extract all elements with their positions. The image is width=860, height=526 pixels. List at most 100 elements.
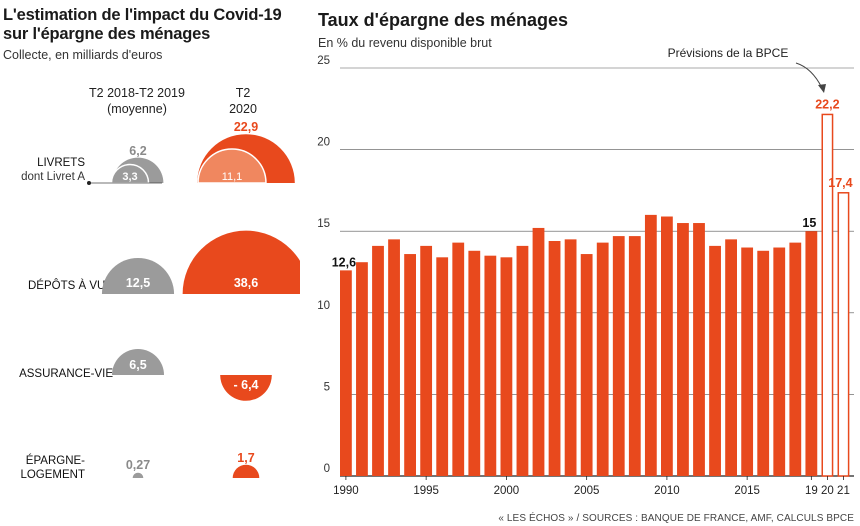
bar-1999 [484,255,497,476]
label-livrets-prev: 6,2 [129,144,146,158]
bar-1997 [452,242,465,476]
bar-2001 [516,245,529,476]
xtick-layer: 1990 1995 2000 2005 2010 2015 19 20 21 [333,476,850,497]
data-label-2020: 22,2 [815,98,839,112]
semicircle-chart: 6,2 3,3 22,9 11,1 12,5 38,6 6,5 - 6,4 0,… [87,120,300,478]
bar-forecast-2020 [821,113,834,477]
bar-2018 [789,242,802,476]
ytick-label-20: 20 [317,137,330,149]
bar-2016 [757,250,770,476]
bar-1993 [388,239,400,476]
semicircle-labels: 6,2 3,3 22,9 11,1 12,5 38,6 6,5 - 6,4 0,… [122,120,258,472]
bar-2005 [580,254,593,476]
ytick-layer: 0 5 10 15 20 25 [317,55,330,475]
bar-2000 [500,257,513,476]
semicircle-depots-2020 [182,230,300,294]
label-livreta-2020: 11,1 [222,171,243,183]
xtick-label-2000: 2000 [494,485,520,497]
label-assurance-2020: - 6,4 [233,378,258,392]
bar-1996 [436,257,449,476]
semicircle-epargne-2020 [232,464,260,478]
semicircle-depots-prev [101,257,175,294]
footer-sources: « LES ÉCHOS » / SOURCES : BANQUE DE FRAN… [498,513,854,524]
xtick-label-2015: 2015 [734,485,760,497]
bar-2013 [709,245,721,476]
label-epargne-prev: 0,27 [126,458,150,472]
xtick-label-2019: 19 [805,485,818,497]
ytick-label-25: 25 [317,55,330,67]
bar-1991 [356,262,368,476]
bar-1994 [404,254,416,476]
bar-layer [340,113,850,477]
row-label-epargne-line1: ÉPARGNE- [25,455,85,467]
row-label-livret-a: dont Livret A [21,171,85,183]
bar-2002 [532,227,545,476]
bar-2007 [612,236,625,476]
xtick-label-1990: 1990 [333,485,359,497]
bar-2015 [741,247,754,476]
bar-forecast-2021 [837,192,850,477]
semicircle-layer [87,134,300,478]
data-label-2021: 17,4 [828,176,852,190]
semicircle-assurance-2020 [220,375,272,401]
data-label-2019: 15 [802,216,816,230]
xtick-label-2021: 21 [837,485,850,497]
bar-1998 [468,250,481,476]
label-livreta-prev: 3,3 [122,171,137,183]
col1-header-line2: (moyenne) [107,102,167,116]
bar-2006 [596,242,609,476]
bar-1995 [420,245,433,476]
xtick-label-2020: 20 [821,485,834,497]
label-assurance-prev: 6,5 [129,358,146,372]
row-label-livrets: LIVRETS [37,157,85,169]
forecast-annotation: Prévisions de la BPCE [668,46,789,60]
label-epargne-2020: 1,7 [237,451,254,465]
bar-2019 [805,231,818,476]
right-title: Taux d'épargne des ménages [318,10,569,30]
xtick-label-2010: 2010 [654,485,680,497]
annotation-arrow-line [795,62,823,89]
ytick-label-5: 5 [324,381,330,393]
ytick-label-0: 0 [324,463,330,475]
left-title-line1: L'estimation de l'impact du Covid-19 [3,6,282,24]
data-label-1990: 12,6 [332,255,356,269]
bar-2012 [693,223,705,476]
col1-header: T2 2018-T2 2019 (moyenne) [82,85,192,117]
row-label-depots: DÉPÔTS À VUE [28,280,113,292]
data-label-layer: 12,6 15 22,2 17,4 [332,98,853,270]
semicircle-epargne-prev [132,472,144,478]
semicircle-assurance-prev [111,348,165,375]
row-label-epargne-line2: LOGEMENT [20,469,85,481]
xtick-label-1995: 1995 [413,485,439,497]
annotation-arrow-head [818,84,826,93]
right-subtitle: En % du revenu disponible brut [318,36,492,50]
semicircle-livreta-prev [110,163,150,184]
col2-header-line1: T2 [235,86,251,100]
bar-2008 [628,236,641,476]
bar-2010 [661,216,673,476]
bar-2004 [564,239,577,476]
row-label-epargne: ÉPARGNE- LOGEMENT [20,454,85,482]
bar-2011 [677,223,689,476]
label-livrets-2020: 22,9 [234,120,258,134]
semicircle-livreta-2020 [197,148,267,184]
row-label-assurance: ASSURANCE-VIE [19,368,113,380]
label-depots-2020: 38,6 [234,276,258,290]
ytick-label-15: 15 [317,218,330,230]
bar-2003 [548,240,561,476]
bar-2009 [644,214,657,476]
bar-1990 [340,270,352,476]
left-subtitle: Collecte, en milliards d'euros [3,48,163,62]
left-title-line2: sur l'épargne des ménages [3,25,211,43]
ytick-label-10: 10 [317,300,330,312]
bar-2017 [773,247,786,476]
bar-1992 [372,245,384,476]
col2-header: T2 2020 [208,85,278,117]
bar-2014 [725,239,737,476]
col1-header-line1: T2 2018-T2 2019 [89,86,185,100]
livreta-leader-dot [87,181,91,185]
xtick-label-2005: 2005 [574,485,600,497]
label-depots-prev: 12,5 [126,276,150,290]
col2-header-line2: 2020 [229,102,257,116]
